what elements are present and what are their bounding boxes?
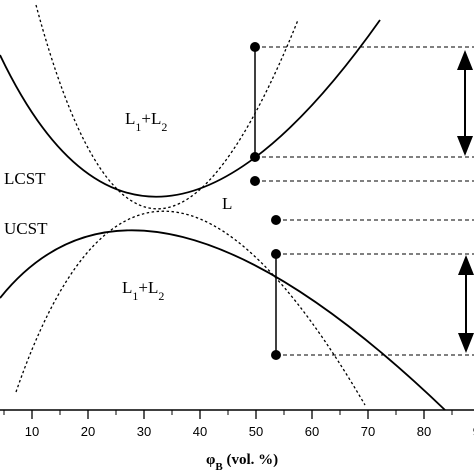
two-phase-upper-label: L1+L2 xyxy=(125,109,167,134)
x-axis-major-ticks xyxy=(31,410,425,419)
x-tick-label-10: 10 xyxy=(25,424,39,439)
x-tick-label-60: 60 xyxy=(305,424,319,439)
lcst-label: LCST xyxy=(4,169,46,188)
upper-double-arrow xyxy=(457,50,473,156)
ucst-spinodal-curve xyxy=(15,210,366,406)
x-tick-label-80: 80 xyxy=(417,424,431,439)
lcst-binodal-curve xyxy=(0,19,381,198)
ucst-binodal-curve xyxy=(0,229,446,411)
x-tick-label-40: 40 xyxy=(193,424,207,439)
x-tick-label-20: 20 xyxy=(81,424,95,439)
x-tick-label-30: 30 xyxy=(137,424,151,439)
lower-double-arrow xyxy=(458,255,474,353)
x-tick-label-70: 70 xyxy=(361,424,375,439)
projection-lines xyxy=(255,46,474,356)
homogeneous-label: L xyxy=(222,194,232,213)
ucst-label: UCST xyxy=(4,219,48,238)
x-axis-label: φB (vol. %) xyxy=(206,452,278,473)
two-phase-lower-label: L1+L2 xyxy=(122,278,164,303)
x-axis-minor-ticks xyxy=(3,410,453,415)
x-axis-tick-labels: 10 20 30 40 50 60 70 80 90 xyxy=(25,424,474,439)
x-tick-label-50: 50 xyxy=(249,424,263,439)
x-tick-label-90: 90 xyxy=(473,424,474,439)
